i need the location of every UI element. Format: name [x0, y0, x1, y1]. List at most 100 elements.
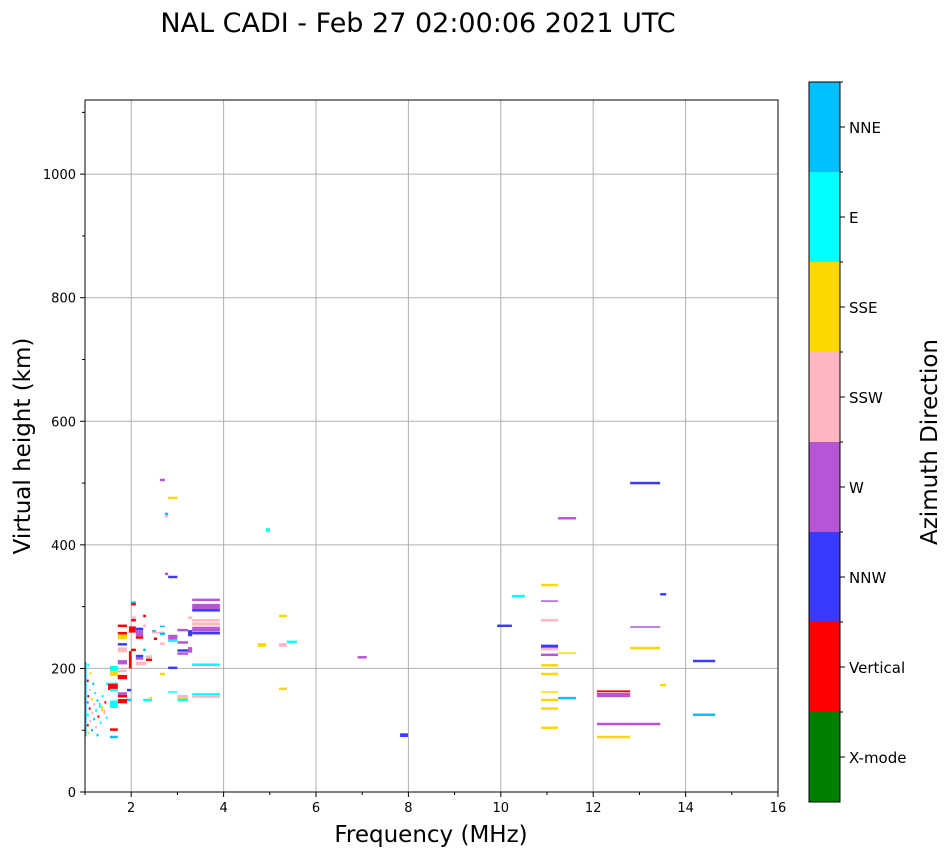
echo-w — [357, 656, 367, 659]
echo-sse — [168, 496, 178, 500]
echo-w — [596, 692, 631, 698]
x-tick-label: 16 — [770, 801, 787, 816]
x-tick-label: 10 — [493, 801, 510, 816]
colorbar-swatch-nnw — [809, 532, 840, 622]
echo-vertical — [143, 614, 146, 618]
echo-sse — [117, 634, 128, 640]
echo-sse — [257, 643, 267, 647]
echo-e — [87, 664, 90, 667]
echo-ssw — [89, 688, 92, 692]
echo-nnw — [188, 630, 193, 637]
echo-w — [177, 641, 189, 644]
echo-e — [192, 663, 220, 666]
colorbar-label-vertical: Vertical — [849, 659, 905, 677]
echo-nnw — [497, 624, 512, 628]
echo-nnw — [540, 644, 559, 648]
echo-vertical — [117, 631, 128, 635]
echo-e — [95, 709, 98, 712]
colorbar-swatch-vertical — [809, 622, 840, 712]
echo-e — [511, 594, 525, 598]
echo-e — [105, 716, 108, 720]
echo-ssw — [192, 622, 220, 626]
echo-vertical — [86, 679, 89, 683]
echo-nne — [96, 699, 99, 702]
colorbar-label-e: E — [849, 209, 858, 227]
echo-sse — [596, 735, 631, 739]
echo-w — [540, 600, 559, 602]
echo-vertical — [596, 690, 631, 693]
y-tick-label: 800 — [51, 292, 76, 307]
echo-ssw — [117, 647, 128, 653]
y-tick-label: 0 — [68, 786, 76, 801]
echo-vertical — [86, 724, 89, 727]
echo-nne — [131, 601, 136, 604]
echo-e — [168, 691, 178, 693]
echo-vertical — [128, 651, 132, 669]
echo-sse — [159, 672, 165, 676]
echo-nne — [93, 717, 96, 721]
echo-e — [86, 713, 89, 717]
echo-ssw — [192, 619, 220, 622]
plot-frame — [84, 99, 779, 793]
echo-sse — [540, 726, 559, 729]
echo-e — [286, 640, 298, 644]
echo-nnw — [117, 643, 128, 646]
echo-vertical — [117, 674, 128, 680]
echo-ssw — [145, 655, 152, 658]
echo-nne — [143, 648, 146, 652]
echo-nnw — [127, 688, 132, 692]
echo-vertical — [145, 658, 152, 662]
echo-e — [192, 693, 220, 696]
echo-nnw — [630, 481, 661, 485]
echo-vertical — [88, 707, 91, 710]
echo-sse — [540, 691, 559, 693]
echo-w — [192, 598, 220, 602]
echo-w — [86, 701, 89, 704]
echo-w — [168, 634, 178, 641]
echo-w — [177, 652, 189, 655]
colorbar-label-nne: NNE — [849, 119, 881, 137]
grid-lines — [85, 100, 779, 793]
echo-nnw — [168, 666, 178, 670]
echo-sse — [91, 698, 93, 701]
x-axis-label: Frequency (MHz) — [334, 822, 527, 848]
echo-sse — [177, 697, 189, 700]
echo-sse — [87, 731, 90, 734]
echo-ssw — [279, 643, 287, 647]
echo-w — [192, 626, 220, 629]
colorbar-label-w: W — [849, 479, 864, 497]
echo-nnw — [660, 593, 667, 596]
echo-w — [117, 660, 128, 665]
echo-vertical — [87, 694, 90, 698]
echo-e — [177, 698, 189, 702]
echo-marks — [85, 478, 716, 739]
echo-sse — [540, 664, 559, 667]
x-axis-ticks: 2 4 6 8 10 12 14 16 — [84, 792, 787, 816]
y-axis-ticks: 0 200 400 600 800 1000 — [43, 111, 85, 801]
echo-ssw — [89, 719, 92, 723]
echo-e — [101, 694, 104, 698]
echo-w — [630, 626, 661, 628]
echo-sse — [558, 652, 577, 654]
echo-sse — [660, 683, 667, 687]
y-tick-label: 200 — [51, 662, 76, 677]
y-tick-label: 600 — [51, 415, 76, 430]
echo-nnw — [192, 631, 220, 635]
echo-sse — [540, 698, 559, 702]
echo-nne — [96, 733, 99, 737]
echo-nnw — [192, 609, 220, 612]
echo-ssw — [188, 616, 193, 619]
echo-e — [99, 721, 102, 725]
echo-nne — [151, 630, 157, 633]
echo-ssw — [192, 695, 220, 698]
colorbar-label-ssw: SSW — [849, 389, 883, 407]
colorbar-swatch-sse — [809, 262, 840, 352]
x-tick-label: 8 — [404, 801, 412, 816]
echo-nne — [692, 713, 716, 717]
echo-e — [109, 688, 118, 692]
echo-ssw — [151, 631, 165, 634]
echo-vertical — [131, 619, 136, 622]
echo-w — [558, 517, 577, 520]
echo-nnw — [168, 575, 178, 579]
